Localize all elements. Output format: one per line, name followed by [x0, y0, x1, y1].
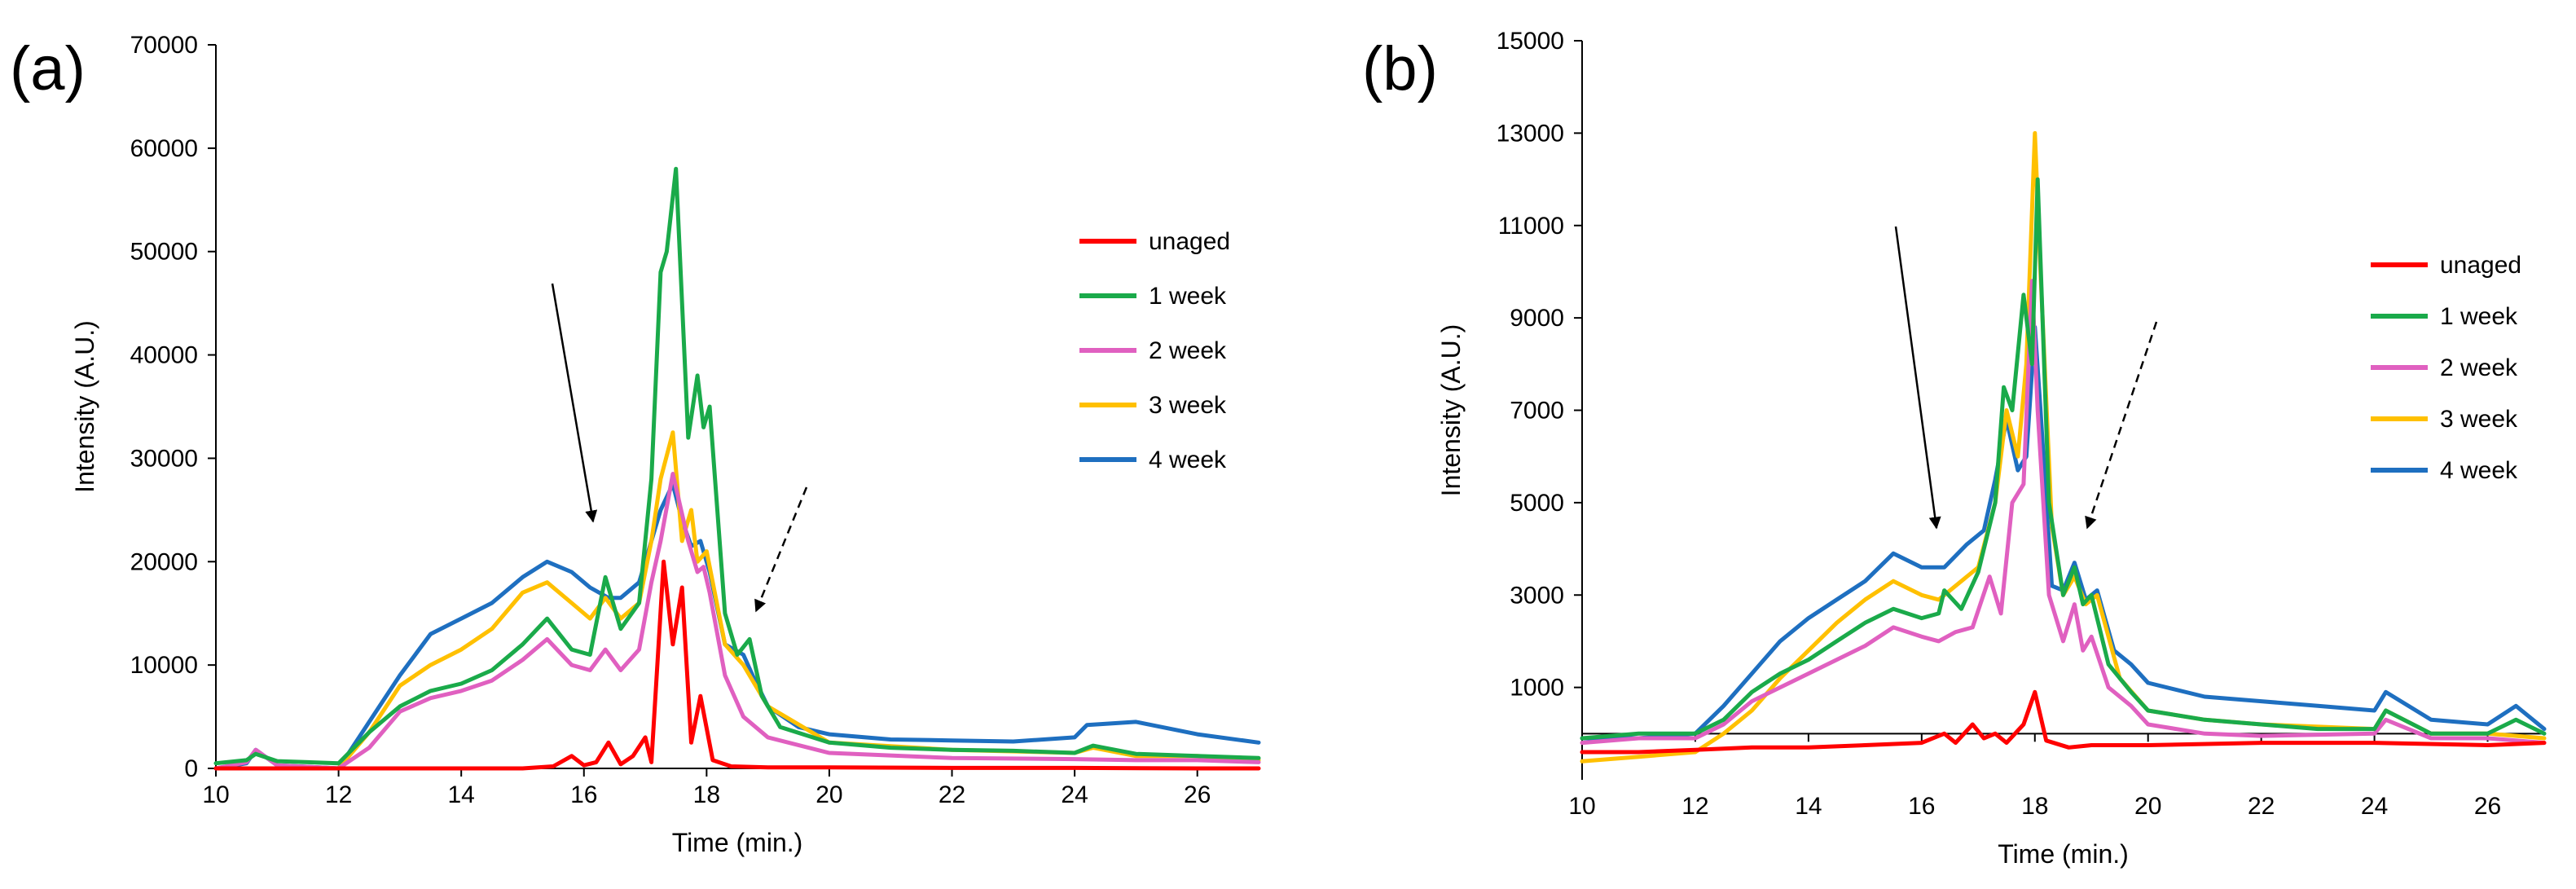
y-tick-label-a: 20000 — [130, 548, 198, 575]
solid-arrow-b — [1894, 226, 1941, 530]
x-tick-label-a: 18 — [693, 781, 720, 808]
x-tick-label-a: 16 — [570, 781, 597, 808]
series-line-a-unaged — [213, 559, 1261, 771]
y-tick-label-b: 11000 — [1498, 213, 1564, 240]
x-tick-label-b: 16 — [1908, 793, 1935, 820]
y-tick-label-a: 40000 — [130, 342, 198, 369]
x-tick-label-b: 10 — [1568, 793, 1595, 820]
dashed-arrow-a — [754, 486, 808, 613]
x-tick-label-a: 20 — [815, 781, 842, 808]
x-tick-label-a: 22 — [939, 781, 965, 808]
panel-label-a: (a) — [10, 34, 86, 103]
x-tick-label-b: 14 — [1795, 793, 1822, 820]
x-tick-label-b: 22 — [2248, 793, 2275, 820]
x-axis-title-b: Time (min.) — [1998, 839, 2129, 869]
x-tick-label-a: 14 — [447, 781, 474, 808]
chart-panel-b: (b) 1000 3000 5000 7000 9000 11000 13000 15000 1… — [1362, 28, 2547, 869]
y-tick-label-b: 7000 — [1510, 398, 1564, 425]
x-tick-label-b: 18 — [2021, 793, 2048, 820]
y-tick-label-b: 5000 — [1510, 490, 1564, 517]
solid-arrow-a — [551, 283, 598, 523]
y-tick-label-b: 15000 — [1497, 28, 1564, 55]
legend-label-a-1-week: 1 week — [1149, 283, 1227, 310]
y-tick-label-b: 9000 — [1510, 305, 1564, 332]
y-axis-title-a: Intensity (A.U.) — [70, 320, 99, 493]
y-tick-label-b: 1000 — [1510, 675, 1564, 702]
x-tick-label-a: 10 — [202, 781, 229, 808]
y-tick-label-a: 70000 — [130, 32, 198, 59]
x-tick-label-b: 26 — [2474, 793, 2501, 820]
series-line-a-1-week — [213, 166, 1261, 766]
series-line-a-2-week — [213, 472, 1261, 771]
legend-label-b-3-week: 3 week — [2440, 406, 2518, 433]
series-line-b-1-week — [1580, 177, 2547, 741]
y-tick-label-a: 60000 — [130, 135, 198, 162]
x-tick-label-a: 26 — [1184, 781, 1211, 808]
y-axis-title-b: Intensity (A.U.) — [1436, 324, 1466, 497]
legend-label-a-2-week: 2 week — [1149, 337, 1227, 364]
chart-panel-a: (a) 0 10000 20000 30000 40000 50000 60000 70000… — [10, 32, 1261, 857]
x-tick-label-b: 24 — [2361, 793, 2388, 820]
dashed-arrow-b — [2085, 321, 2158, 530]
series-line-b-unaged — [1580, 689, 2547, 755]
x-tick-label-a: 12 — [325, 781, 352, 808]
x-tick-label-b: 12 — [1681, 793, 1708, 820]
y-tick-label-b: 13000 — [1497, 120, 1564, 147]
legend-label-b-2-week: 2 week — [2440, 354, 2518, 381]
y-tick-label-a: 30000 — [130, 445, 198, 472]
series-line-b-3-week — [1580, 130, 2547, 764]
panel-label-b: (b) — [1362, 34, 1438, 103]
y-tick-label-b: 3000 — [1510, 582, 1564, 609]
y-tick-label-a: 10000 — [130, 652, 198, 679]
x-axis-title-a: Time (min.) — [672, 828, 803, 857]
legend-label-b-4-week: 4 week — [2440, 457, 2518, 484]
legend-label-b-1-week: 1 week — [2440, 303, 2518, 330]
series-line-b-4-week — [1580, 325, 2547, 741]
legend-label-a-unaged: unaged — [1149, 228, 1230, 255]
legend-label-a-3-week: 3 week — [1149, 392, 1227, 419]
series-line-b-2-week — [1580, 279, 2547, 746]
y-tick-label-a: 0 — [184, 755, 198, 782]
x-tick-label-a: 24 — [1061, 781, 1088, 808]
x-tick-label-b: 20 — [2134, 793, 2161, 820]
legend-label-a-4-week: 4 week — [1149, 447, 1227, 473]
y-tick-label-a: 50000 — [130, 239, 198, 266]
legend-label-b-unaged: unaged — [2440, 252, 2521, 279]
